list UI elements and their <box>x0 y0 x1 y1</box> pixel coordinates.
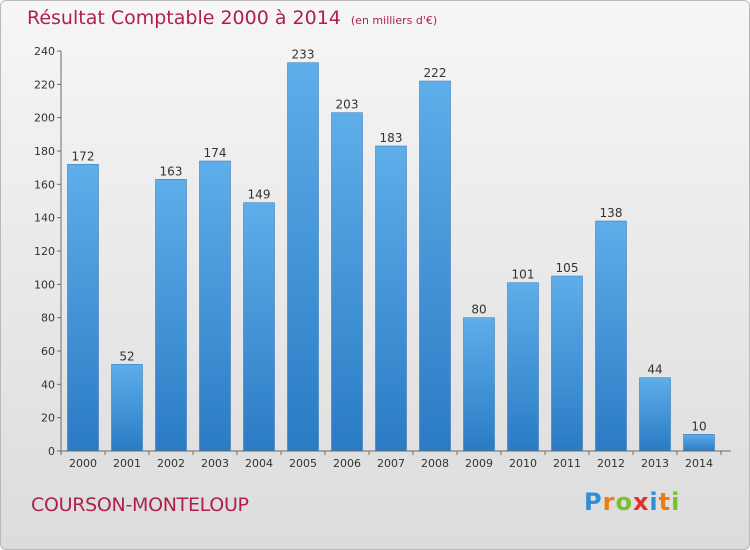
x-tick-label: 2014 <box>685 457 713 470</box>
x-tick-label: 2006 <box>333 457 361 470</box>
x-tick-label: 2005 <box>289 457 317 470</box>
bars: 172 52 163 174 149 233 203 183 222 80 101 105 138 44 1… <box>67 48 715 452</box>
y-tick-label: 160 <box>34 178 55 191</box>
bar <box>155 179 187 452</box>
bar <box>331 112 363 452</box>
y-tick-label: 40 <box>41 378 55 391</box>
bar <box>683 434 715 452</box>
y-tick-label: 120 <box>34 245 55 258</box>
chart-title: Résultat Comptable 2000 à 2014 <box>27 7 341 29</box>
y-tick-label: 0 <box>48 445 55 458</box>
bar-value-label: 174 <box>204 146 227 160</box>
bar-value-label: 80 <box>471 303 486 317</box>
x-tick-label: 2009 <box>465 457 493 470</box>
bar <box>67 164 99 452</box>
x-tick-label: 2010 <box>509 457 537 470</box>
bar <box>243 202 275 452</box>
proxiti-logo: Proxiti <box>584 488 681 516</box>
x-tick-label: 2002 <box>157 457 185 470</box>
title-row: Résultat Comptable 2000 à 2014 (en millie… <box>27 7 437 29</box>
x-tick-label: 2008 <box>421 457 449 470</box>
y-tick-label: 180 <box>34 145 55 158</box>
chart-unit: (en milliers d'€) <box>350 14 438 27</box>
bar-value-label: 105 <box>556 261 579 275</box>
y-tick-label: 220 <box>34 78 55 91</box>
bar-value-label: 163 <box>160 164 183 178</box>
x-tick-label: 2011 <box>553 457 581 470</box>
bar-value-label: 101 <box>512 268 535 282</box>
bar-value-label: 52 <box>119 349 134 363</box>
bar <box>507 282 539 452</box>
bar-value-label: 172 <box>72 149 95 163</box>
x-tick-label: 2007 <box>377 457 405 470</box>
x-tick-label: 2004 <box>245 457 273 470</box>
bar <box>375 145 407 452</box>
x-axis: 2000 2001 2002 2003 2004 2005 2006 2007 2008 2009… <box>60 450 731 470</box>
y-tick-label: 60 <box>41 345 55 358</box>
y-tick-label: 140 <box>34 212 55 225</box>
bar <box>419 80 451 452</box>
x-tick-label: 2000 <box>69 457 97 470</box>
x-tick-label: 2003 <box>201 457 229 470</box>
bar-value-label: 233 <box>292 48 315 62</box>
y-tick-label: 240 <box>34 45 55 58</box>
bar-value-label: 183 <box>380 131 403 145</box>
y-axis: 0 20 40 60 80 100 120 140 160 180 200 220 240 <box>34 45 62 458</box>
bar <box>463 317 495 452</box>
y-tick-label: 200 <box>34 112 55 125</box>
y-tick-label: 100 <box>34 278 55 291</box>
bar-value-label: 203 <box>336 98 359 112</box>
x-tick-label: 2013 <box>641 457 669 470</box>
bar <box>595 220 627 452</box>
y-tick-label: 20 <box>41 412 55 425</box>
place-name: COURSON-MONTELOUP <box>31 494 249 516</box>
bar-value-label: 222 <box>424 66 447 80</box>
bar-value-label: 149 <box>248 188 271 202</box>
bar <box>111 364 143 452</box>
bar <box>639 377 671 452</box>
bar <box>199 160 231 452</box>
bar <box>551 275 583 452</box>
y-tick-label: 80 <box>41 312 55 325</box>
bar-value-label: 10 <box>691 419 706 433</box>
bar-value-label: 138 <box>600 206 623 220</box>
bar-value-label: 44 <box>647 363 662 377</box>
x-tick-label: 2001 <box>113 457 141 470</box>
bar <box>287 62 319 452</box>
x-tick-label: 2012 <box>597 457 625 470</box>
